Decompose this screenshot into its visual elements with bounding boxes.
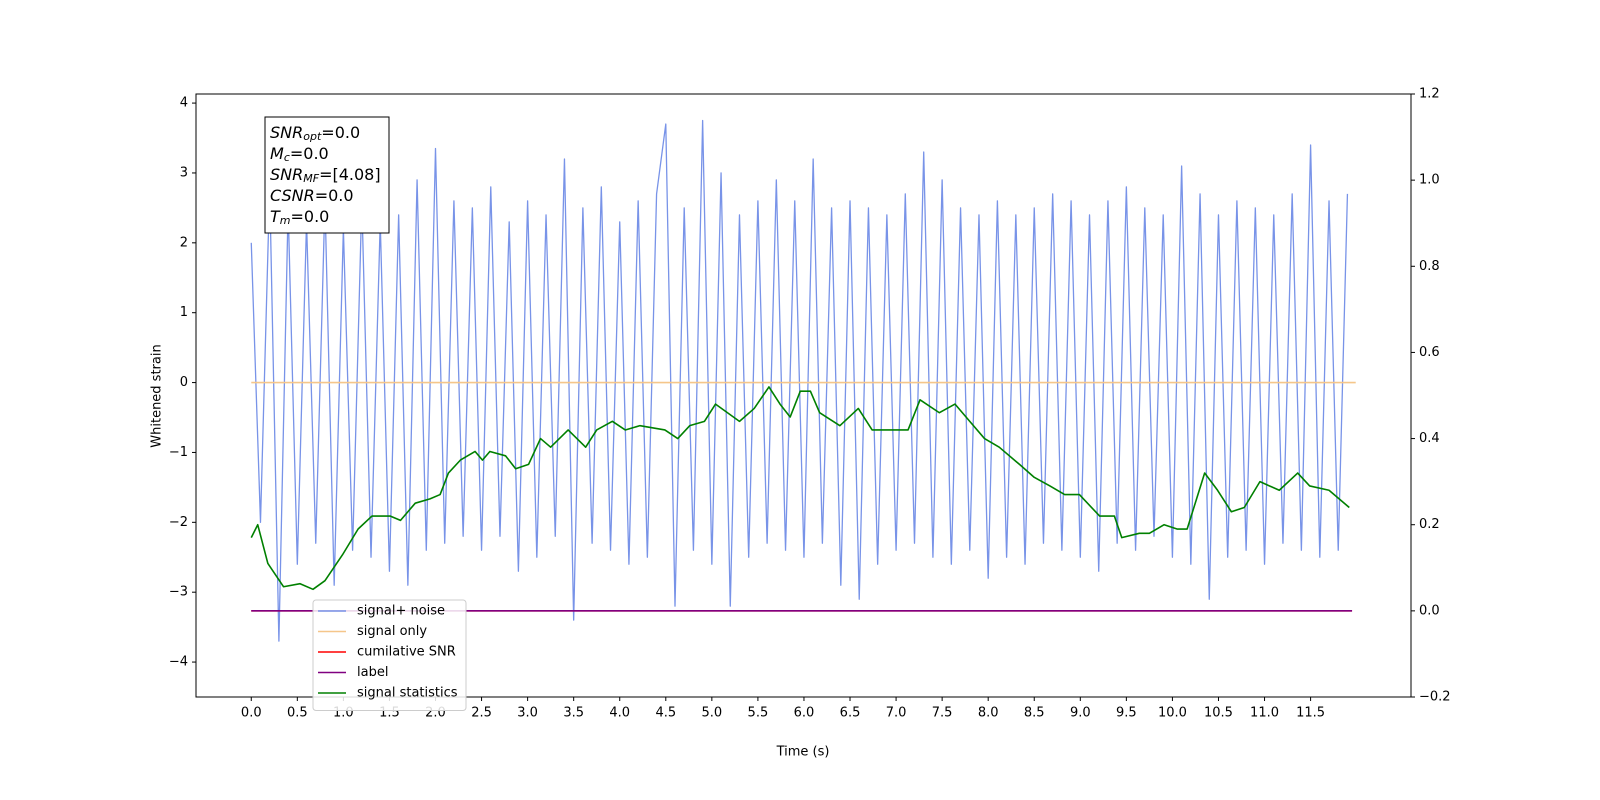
legend-label: cumilative SNR xyxy=(357,645,456,660)
y2-tick-label: 0.2 xyxy=(1419,517,1440,532)
x-tick-label: 10.5 xyxy=(1204,706,1233,721)
x-tick-label: 2.5 xyxy=(471,706,492,721)
annotation-symbol: T xyxy=(270,207,281,226)
x-tick-label: 8.0 xyxy=(978,706,999,721)
x-tick-label: 9.0 xyxy=(1070,706,1091,721)
x-tick-label: 7.5 xyxy=(932,706,953,721)
y2-tick-label: 0.8 xyxy=(1419,259,1440,274)
annotation: SNRopt=0.0 xyxy=(270,123,360,144)
x-tick-label: 0.0 xyxy=(241,706,262,721)
x-tick-label: 3.0 xyxy=(517,706,538,721)
x-tick-label: 5.0 xyxy=(702,706,723,721)
legend-label: signal+ noise xyxy=(357,604,445,619)
y-tick-label: −2 xyxy=(169,515,188,530)
x-axis-label: Time (s) xyxy=(776,745,830,760)
annotation-subscript: c xyxy=(284,151,290,164)
x-tick-label: 11.0 xyxy=(1250,706,1279,721)
annotation: Mc=0.0 xyxy=(270,144,329,165)
annotation: CSNR=0.0 xyxy=(270,186,354,205)
x-tick-label: 3.5 xyxy=(563,706,584,721)
annotation-value: =0.0 xyxy=(290,144,329,163)
x-tick-label: 8.5 xyxy=(1024,706,1045,721)
x-tick-label: 6.0 xyxy=(794,706,815,721)
annotation-value: =0.0 xyxy=(315,186,354,205)
series-line xyxy=(250,386,1350,591)
legend-label: signal statistics xyxy=(357,686,458,701)
y2-tick-label: 1.2 xyxy=(1419,87,1440,102)
y-tick-label: 2 xyxy=(180,235,188,250)
annotation-symbol: M xyxy=(270,144,284,163)
y2-tick-label: 1.0 xyxy=(1419,173,1440,188)
annotation: Tm=0.0 xyxy=(270,207,329,228)
x-tick-label: 9.5 xyxy=(1116,706,1137,721)
y2-tick-label: 0.6 xyxy=(1419,345,1440,360)
annotation-box: SNRopt=0.0Mc=0.0SNRMF=[4.08]CSNR=0.0Tm=0… xyxy=(264,116,390,234)
annotation-symbol: SNR xyxy=(270,165,303,184)
y-tick-label: −1 xyxy=(169,445,188,460)
y2-tick-label: −0.2 xyxy=(1419,690,1451,705)
legend-frame xyxy=(312,599,467,711)
x-tick-label: 6.5 xyxy=(840,706,861,721)
legend: signal+ noise signal only cumilative SNR la… xyxy=(312,599,467,711)
y-tick-label: 0 xyxy=(180,375,188,390)
x-tick-label: 10.0 xyxy=(1158,706,1187,721)
annotation-value: =0.0 xyxy=(321,123,360,142)
legend-label: signal only xyxy=(357,624,427,639)
y2-tick-label: 0.0 xyxy=(1419,603,1440,618)
legend-label: label xyxy=(357,665,388,680)
annotation-symbol: SNR xyxy=(270,123,303,142)
y-tick-label: 4 xyxy=(180,96,188,111)
x-tick-label: 4.0 xyxy=(609,706,630,721)
annotation-frame xyxy=(264,116,390,234)
annotation-value: =0.0 xyxy=(291,207,330,226)
y-axis-label: Whitened strain xyxy=(150,344,165,447)
x-tick-label: 0.5 xyxy=(287,706,308,721)
annotation-subscript: opt xyxy=(303,130,322,143)
annotation-subscript: m xyxy=(280,214,291,227)
x-tick-label: 5.5 xyxy=(748,706,769,721)
y-tick-label: −3 xyxy=(169,585,188,600)
annotation: SNRMF=[4.08] xyxy=(270,165,381,186)
y-tick-label: 3 xyxy=(180,165,188,180)
x-tick-label: 7.0 xyxy=(886,706,907,721)
series-line xyxy=(250,119,1349,642)
x-tick-label: 4.5 xyxy=(655,706,676,721)
y2-tick-label: 0.4 xyxy=(1419,431,1440,446)
y-tick-label: −4 xyxy=(169,655,188,670)
x-tick-label: 11.5 xyxy=(1296,706,1325,721)
annotation-subscript: MF xyxy=(303,172,319,185)
annotation-value: =[4.08] xyxy=(319,165,381,184)
y-tick-label: 1 xyxy=(180,305,188,320)
annotation-symbol: CSNR xyxy=(270,186,315,205)
